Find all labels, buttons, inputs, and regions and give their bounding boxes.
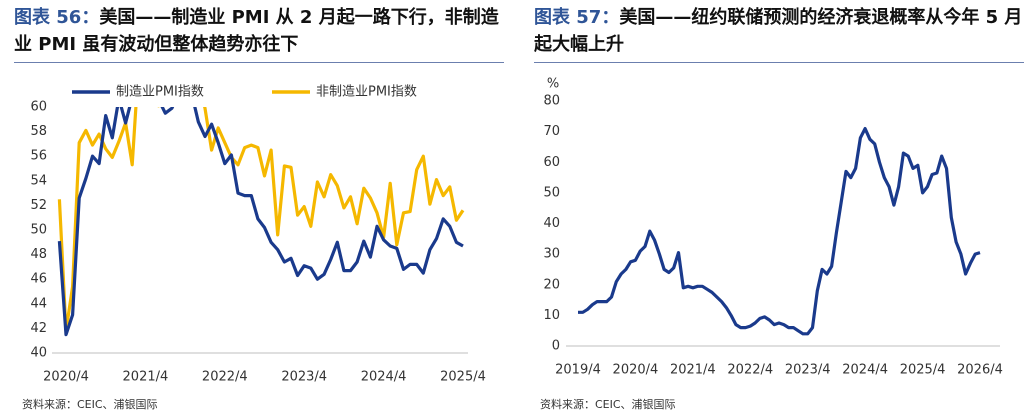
plot-area bbox=[578, 127, 981, 336]
chart-title: 图表 57：美国——纽约联储预测的经济衰退概率从今年 5 月起大幅上升 bbox=[534, 4, 1024, 58]
figure-label: 图表 56： bbox=[14, 7, 100, 28]
y-tick-label: 52 bbox=[30, 198, 47, 213]
x-tick-label: 2026/4 bbox=[957, 363, 1003, 378]
y-tick-label: 20 bbox=[543, 277, 560, 292]
y-tick-label: 30 bbox=[543, 247, 560, 262]
x-tick-label: 2021/4 bbox=[670, 363, 716, 378]
series-line bbox=[57, 107, 465, 333]
x-tick-label: 2025/4 bbox=[440, 370, 486, 385]
y-tick-label: 10 bbox=[543, 308, 560, 323]
title-text: 美国——纽约联储预测的经济衰退概率从今年 5 月起大幅上升 bbox=[534, 7, 1023, 55]
y-tick-label: 54 bbox=[30, 173, 47, 188]
y-tick-label: 46 bbox=[30, 272, 47, 287]
figure-label: 图表 57： bbox=[534, 7, 620, 28]
y-tick-label: 0 bbox=[552, 339, 560, 354]
y-unit: % bbox=[547, 77, 559, 92]
y-tick-label: 50 bbox=[543, 185, 560, 200]
source-note: 资料来源：CEIC、浦银国际 bbox=[22, 398, 158, 411]
x-tick-label: 2021/4 bbox=[123, 370, 169, 385]
y-tick-label: 40 bbox=[543, 216, 560, 231]
legend-label: 非制造业PMI指数 bbox=[316, 85, 417, 100]
y-tick-label: 40 bbox=[30, 346, 47, 361]
series-line bbox=[578, 127, 981, 336]
y-tick-label: 50 bbox=[30, 223, 47, 238]
title-text: 美国——制造业 PMI 从 2 月起一路下行，非制造业 PMI 虽有波动但整体趋… bbox=[14, 7, 499, 55]
title-rule bbox=[534, 62, 1024, 63]
x-tick-label: 2023/4 bbox=[785, 363, 831, 378]
legend-label: 制造业PMI指数 bbox=[116, 85, 204, 100]
x-tick-label: 2020/4 bbox=[43, 370, 89, 385]
x-tick-label: 2019/4 bbox=[555, 363, 601, 378]
chart-title: 图表 56：美国——制造业 PMI 从 2 月起一路下行，非制造业 PMI 虽有… bbox=[14, 4, 504, 58]
x-tick-label: 2025/4 bbox=[900, 363, 946, 378]
x-tick-label: 2022/4 bbox=[202, 370, 248, 385]
series-line bbox=[57, 107, 464, 337]
title-rule bbox=[14, 62, 504, 63]
x-tick-label: 2024/4 bbox=[361, 370, 407, 385]
source-note: 资料来源：CEIC、浦银国际 bbox=[540, 398, 676, 411]
y-tick-label: 60 bbox=[543, 155, 560, 170]
x-tick-label: 2024/4 bbox=[842, 363, 888, 378]
x-tick-label: 2023/4 bbox=[281, 370, 327, 385]
y-tick-label: 42 bbox=[30, 321, 47, 336]
y-tick-label: 58 bbox=[30, 124, 47, 139]
y-tick-label: 60 bbox=[30, 100, 47, 115]
y-tick-label: 80 bbox=[543, 94, 560, 109]
y-tick-label: 56 bbox=[30, 149, 47, 164]
plot-area bbox=[57, 107, 465, 337]
x-tick-label: 2022/4 bbox=[727, 363, 773, 378]
y-tick-label: 44 bbox=[30, 296, 47, 311]
y-tick-label: 48 bbox=[30, 247, 47, 262]
x-tick-label: 2020/4 bbox=[613, 363, 659, 378]
y-tick-label: 70 bbox=[543, 124, 560, 139]
